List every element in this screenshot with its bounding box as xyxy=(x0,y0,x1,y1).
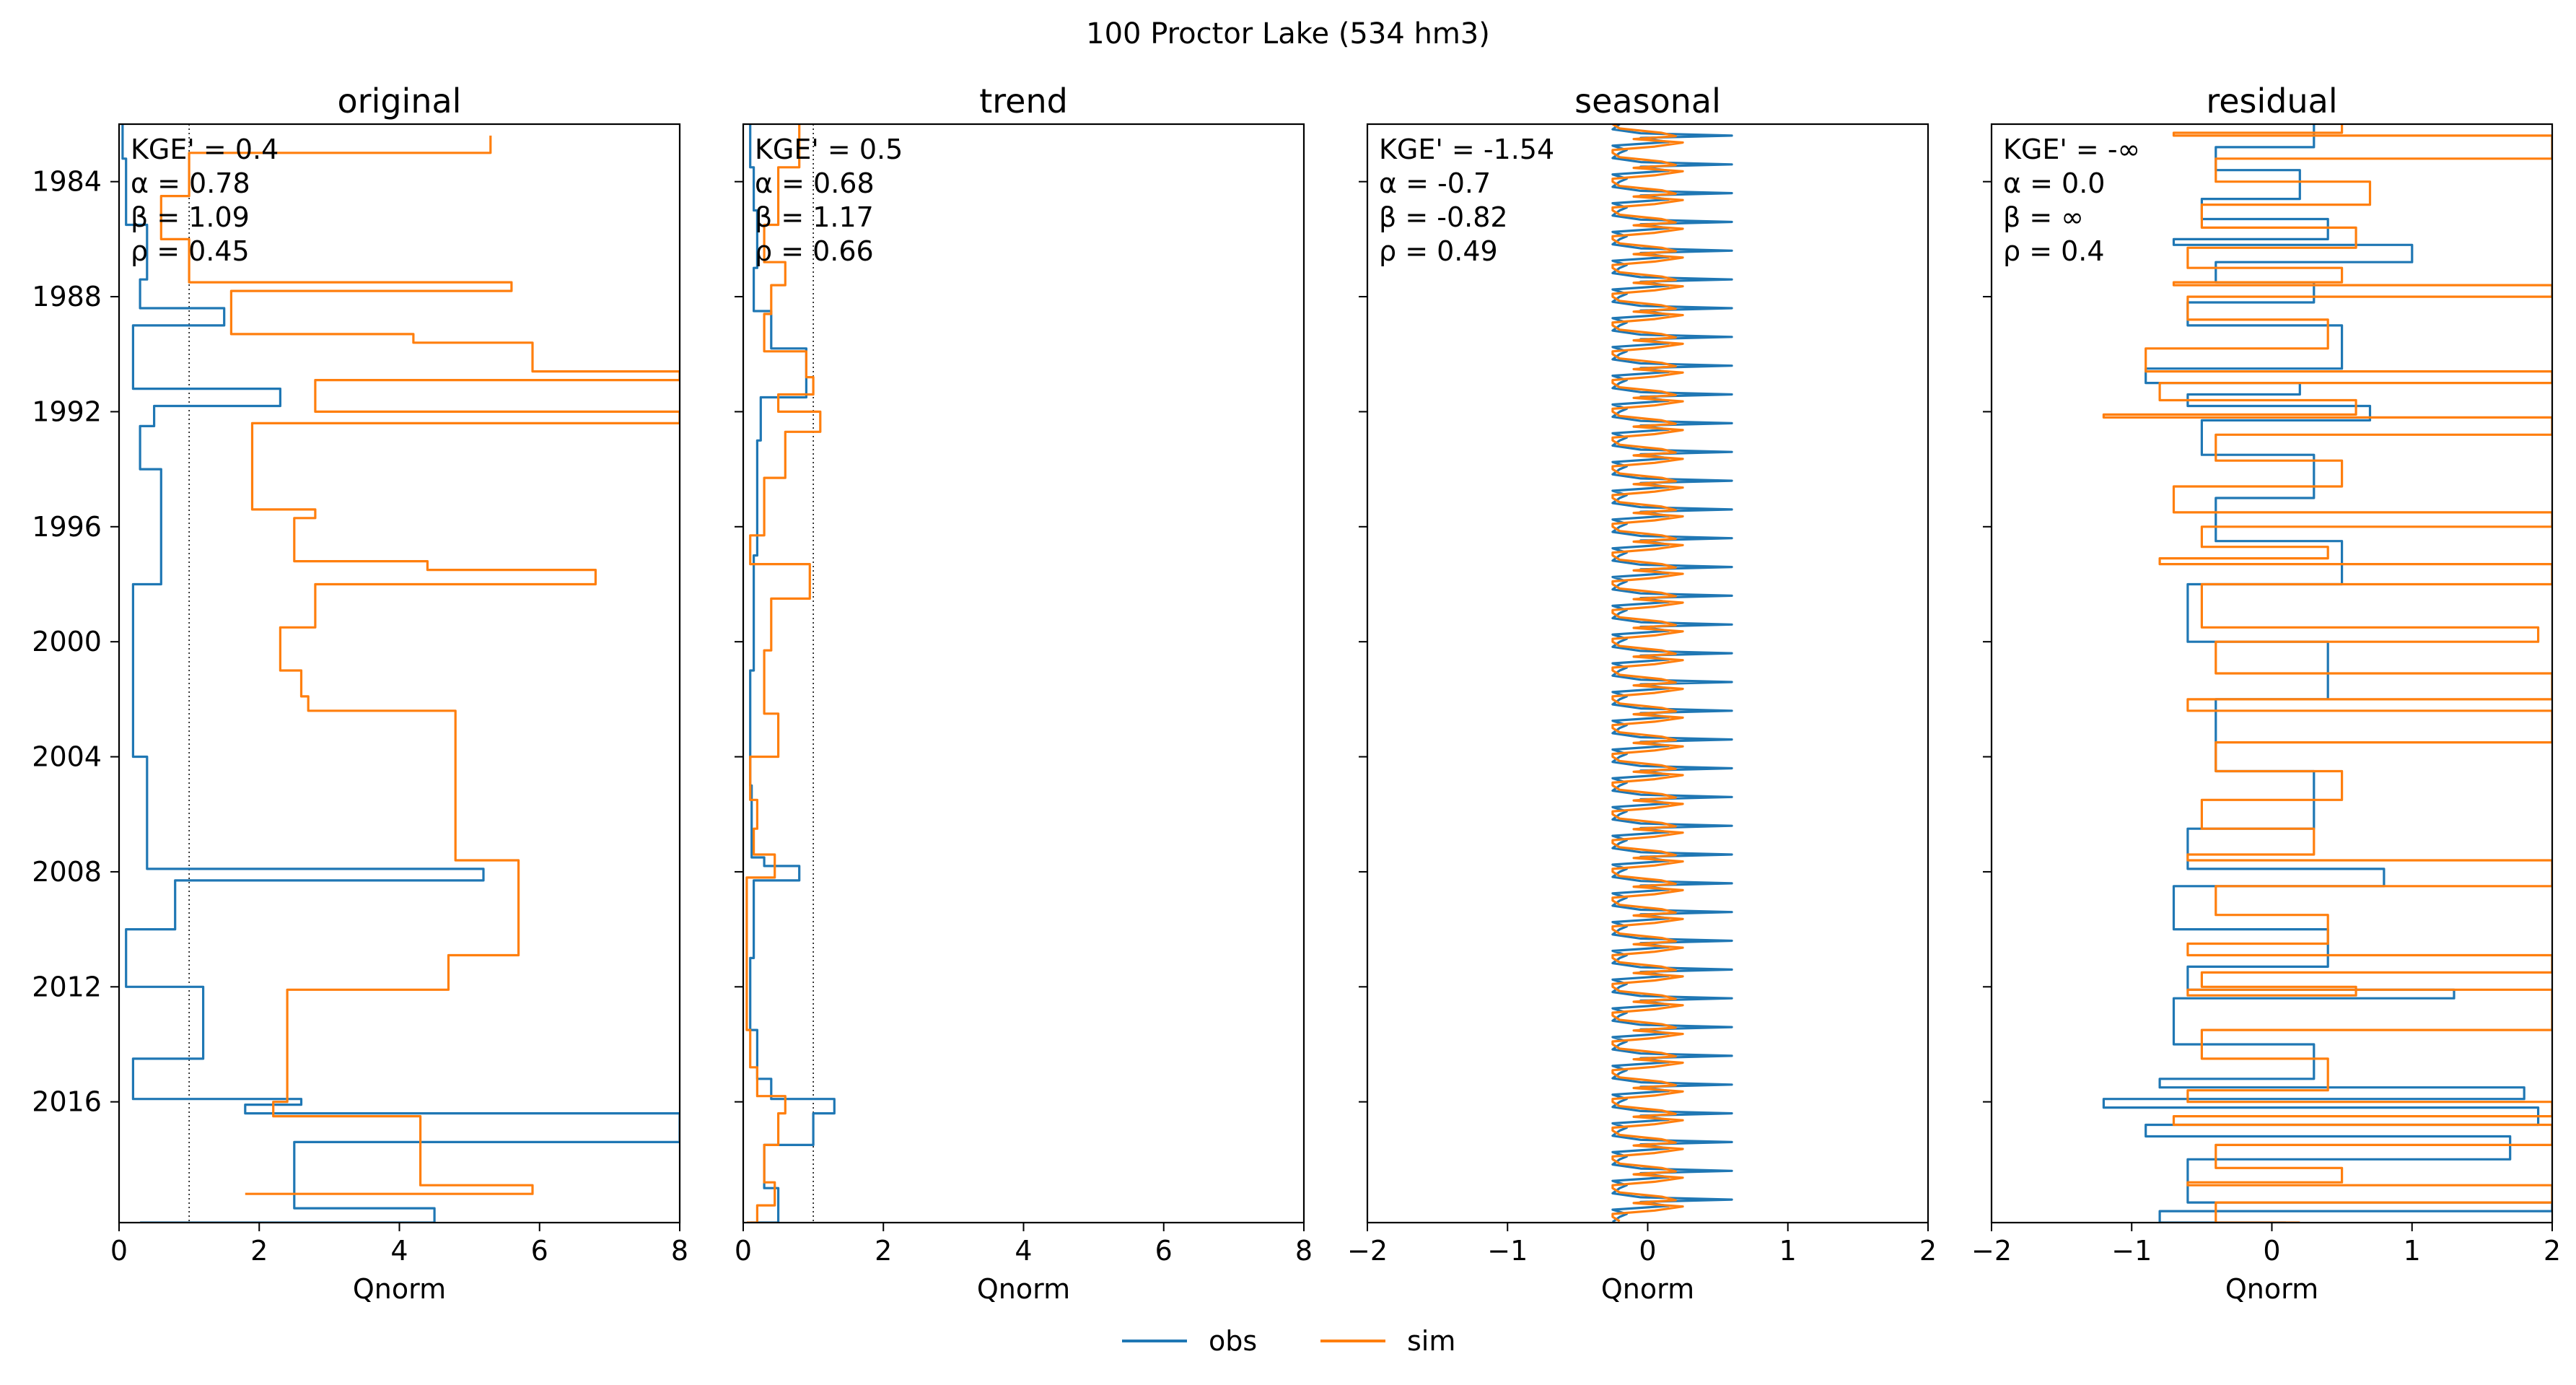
y-tick-label: 1996 xyxy=(32,511,102,543)
y-tick-label: 2008 xyxy=(32,856,102,888)
x-tick-label: 2 xyxy=(875,1235,892,1267)
series-group xyxy=(1611,124,1733,1223)
metric-text: KGE' = 0.4 xyxy=(131,134,279,165)
legend-label-obs: obs xyxy=(1209,1325,1257,1357)
x-tick-label: 6 xyxy=(1155,1235,1173,1267)
metric-text: β = -0.82 xyxy=(1379,201,1508,233)
x-tick-label: −1 xyxy=(2111,1235,2152,1267)
x-tick-label: 2 xyxy=(1919,1235,1937,1267)
x-tick-label: 1 xyxy=(2404,1235,2421,1267)
metric-text: ρ = 0.4 xyxy=(2003,235,2105,267)
x-tick-label: −2 xyxy=(1971,1235,2012,1267)
y-tick-label: 2004 xyxy=(32,741,102,773)
x-tick-label: 4 xyxy=(1015,1235,1032,1267)
metric-text: KGE' = -∞ xyxy=(2003,134,2140,165)
metric-text: ρ = 0.66 xyxy=(755,235,874,267)
x-tick-label: 0 xyxy=(2263,1235,2280,1267)
x-tick-label: 0 xyxy=(110,1235,128,1267)
y-tick-label: 1992 xyxy=(32,396,102,427)
figure-suptitle: 100 Proctor Lake (534 hm3) xyxy=(1086,17,1490,51)
x-tick-label: 0 xyxy=(735,1235,752,1267)
panel-seasonal: seasonal −2 −1 0 1 2 Qnorm KGE' = -1.54α = -0.7… xyxy=(1347,82,1937,1305)
series-line-sim xyxy=(1611,124,1684,1223)
panel-title: residual xyxy=(2206,82,2337,121)
metric-text: KGE' = 0.5 xyxy=(755,134,903,165)
y-tick-label: 2012 xyxy=(32,971,102,1002)
metric-text: α = 0.78 xyxy=(131,167,250,199)
y-tick-label: 1988 xyxy=(32,281,102,313)
series-line-sim xyxy=(2102,124,2552,1223)
metric-text: β = ∞ xyxy=(2003,201,2084,233)
x-tick-label: 6 xyxy=(531,1235,548,1267)
metric-text: α = -0.7 xyxy=(1379,167,1491,199)
x-axis-label: Qnorm xyxy=(353,1273,446,1305)
x-tick-label: −1 xyxy=(1487,1235,1528,1267)
x-tick-label: 2 xyxy=(2544,1235,2561,1267)
panel-residual: residual −2 −1 0 1 2 Qnorm KGE' = -∞α = 0.0β = … xyxy=(1971,82,2561,1305)
series-line-sim xyxy=(159,135,680,1195)
series-line-obs xyxy=(749,124,836,1223)
x-tick-label: 8 xyxy=(671,1235,688,1267)
x-axis-label: Qnorm xyxy=(977,1273,1070,1305)
x-tick-label: 1 xyxy=(1779,1235,1797,1267)
metric-text: α = 0.0 xyxy=(2003,167,2105,199)
panel-trend: trend 0 2 4 6 8 Qnorm KGE' = 0.5α = 0.68β = 1.1… xyxy=(735,82,1313,1305)
metric-text: β = 1.09 xyxy=(131,201,250,233)
x-tick-label: 4 xyxy=(390,1235,408,1267)
panel-title: trend xyxy=(979,82,1068,121)
y-tick-label: 2016 xyxy=(32,1086,102,1118)
legend: obs sim xyxy=(1122,1325,1455,1357)
x-tick-label: 2 xyxy=(250,1235,268,1267)
series-line-sim xyxy=(745,124,822,1223)
panel-title: seasonal xyxy=(1574,82,1721,121)
metric-text: KGE' = -1.54 xyxy=(1379,134,1554,165)
x-axis-label: Qnorm xyxy=(2225,1273,2318,1305)
series-group xyxy=(121,124,680,1223)
series-group xyxy=(745,124,836,1223)
series-group xyxy=(2102,124,2552,1223)
x-tick-label: −2 xyxy=(1347,1235,1388,1267)
series-line-obs xyxy=(121,124,680,1223)
metric-text: ρ = 0.49 xyxy=(1379,235,1498,267)
x-axis-label: Qnorm xyxy=(1601,1273,1694,1305)
y-tick-label: 2000 xyxy=(32,626,102,657)
panel-title: original xyxy=(338,82,462,121)
y-tick-label: 1984 xyxy=(32,166,102,198)
metric-text: α = 0.68 xyxy=(755,167,875,199)
x-tick-label: 8 xyxy=(1295,1235,1313,1267)
metric-text: ρ = 0.45 xyxy=(131,235,250,267)
x-tick-label: 0 xyxy=(1639,1235,1656,1267)
metric-text: β = 1.17 xyxy=(755,201,874,233)
panel-original: original 0 2 4 6 8 Qnorm 1984 1988 1992 1996 2000 20… xyxy=(32,82,688,1305)
legend-label-sim: sim xyxy=(1407,1325,1455,1357)
